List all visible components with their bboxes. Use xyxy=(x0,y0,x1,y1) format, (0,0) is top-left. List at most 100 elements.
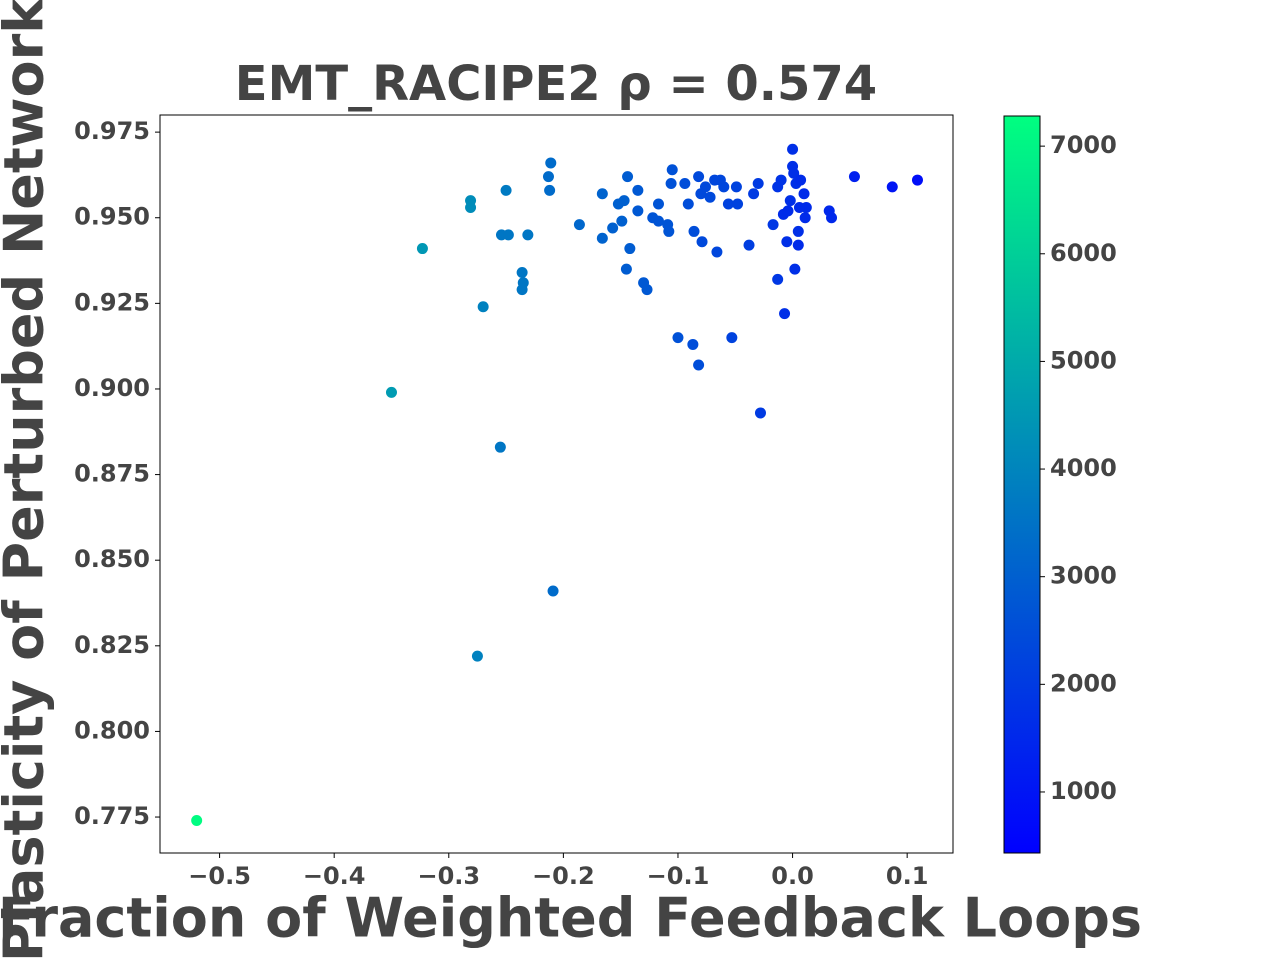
colorbar-tick-label: 4000 xyxy=(1050,454,1117,482)
y-tick-label: 0.800 xyxy=(74,716,150,744)
scatter-point xyxy=(911,174,923,186)
x-tick-label: −0.3 xyxy=(417,862,480,890)
scatter-point xyxy=(632,184,644,196)
scatter-point xyxy=(798,188,810,200)
y-tick-label: 0.850 xyxy=(74,545,150,573)
scatter-point xyxy=(799,212,811,224)
scatter-point xyxy=(522,229,534,241)
scatter-point xyxy=(779,308,791,320)
scatter-point xyxy=(696,236,708,248)
scatter-point xyxy=(672,332,684,344)
x-tick-label: −0.2 xyxy=(532,862,595,890)
x-tick-label: 0.1 xyxy=(886,862,929,890)
scatter-point xyxy=(848,171,860,183)
scatter-point xyxy=(616,215,628,227)
scatter-point xyxy=(618,195,630,207)
scatter-point xyxy=(767,219,779,231)
scatter-point xyxy=(792,239,804,251)
scatter-point xyxy=(596,188,608,200)
scatter-point xyxy=(795,174,807,186)
scatter-point xyxy=(544,184,556,196)
scatter-point xyxy=(718,181,730,193)
scatter-point xyxy=(754,407,766,419)
scatter-point xyxy=(516,284,528,296)
scatter-point xyxy=(687,338,699,350)
scatter-point xyxy=(502,229,514,241)
scatter-point xyxy=(663,225,675,237)
scatter-point xyxy=(732,198,744,210)
scatter-point xyxy=(886,181,898,193)
y-tick-label: 0.975 xyxy=(74,117,150,145)
x-axis-label: Fraction of Weighted Feedback Loops xyxy=(0,887,1142,950)
scatter-point xyxy=(494,441,506,453)
plot-frame xyxy=(159,114,954,854)
scatter-point xyxy=(465,201,477,213)
scatter-point xyxy=(416,243,428,255)
scatter-point xyxy=(793,201,805,213)
scatter-point xyxy=(781,236,793,248)
y-tick-label: 0.925 xyxy=(74,288,150,316)
y-tick-label: 0.825 xyxy=(74,631,150,659)
scatter-point xyxy=(688,225,700,237)
scatter-point xyxy=(682,198,694,210)
scatter-point xyxy=(191,814,203,826)
scatter-point xyxy=(607,222,619,234)
x-tick-label: 0.0 xyxy=(771,862,814,890)
scatter-point xyxy=(704,191,716,203)
scatter-point xyxy=(693,359,705,371)
scatter-point xyxy=(826,212,838,224)
scatter-point xyxy=(693,171,705,183)
colorbar-tick-label: 3000 xyxy=(1050,562,1117,590)
scatter-point xyxy=(666,164,678,176)
scatter-point xyxy=(726,332,738,344)
scatter-point xyxy=(547,585,559,597)
scatter-point xyxy=(652,198,664,210)
y-tick-label: 0.900 xyxy=(74,374,150,402)
scatter-point xyxy=(620,263,632,275)
scatter-point xyxy=(789,263,801,275)
scatter-point xyxy=(596,232,608,244)
x-tick-label: −0.1 xyxy=(647,862,710,890)
colorbar-tick-label: 2000 xyxy=(1050,669,1117,697)
scatter-point xyxy=(545,157,557,169)
colorbar xyxy=(1003,115,1041,854)
scatter-point xyxy=(471,650,483,662)
y-tick-label: 0.950 xyxy=(74,203,150,231)
scatter-point xyxy=(748,188,760,200)
scatter-point xyxy=(792,225,804,237)
scatter-point xyxy=(722,198,734,210)
scatter-point xyxy=(477,301,489,313)
chart-title: EMT_RACIPE2 ρ = 0.574 xyxy=(235,56,877,112)
colorbar-tick-label: 7000 xyxy=(1050,131,1117,159)
scatter-point xyxy=(632,205,644,217)
scatter-point xyxy=(624,243,636,255)
colorbar-tick-label: 6000 xyxy=(1050,239,1117,267)
scatter-point xyxy=(542,171,554,183)
scatter-point xyxy=(787,143,799,155)
x-tick-label: −0.5 xyxy=(188,862,251,890)
scatter-point xyxy=(784,195,796,207)
y-tick-label: 0.875 xyxy=(74,460,150,488)
scatter-point xyxy=(752,177,764,189)
scatter-point xyxy=(775,174,787,186)
scatter-point xyxy=(772,273,784,285)
scatter-point xyxy=(699,181,711,193)
scatter-point xyxy=(573,219,585,231)
colorbar-tick-label: 5000 xyxy=(1050,346,1117,374)
scatter-point xyxy=(665,177,677,189)
scatter-point xyxy=(622,171,634,183)
scatter-point xyxy=(652,215,664,227)
colorbar-tick-label: 1000 xyxy=(1050,777,1117,805)
scatter-point xyxy=(782,205,794,217)
scatter-point xyxy=(730,181,742,193)
y-tick-label: 0.775 xyxy=(74,802,150,830)
y-axis-label: Plasticity of Perturbed Network xyxy=(0,0,56,960)
scatter-point xyxy=(500,184,512,196)
x-tick-label: −0.4 xyxy=(303,862,366,890)
scatter-point xyxy=(679,177,691,189)
scatter-point xyxy=(516,267,528,279)
scatter-point xyxy=(385,386,397,398)
scatter-point xyxy=(641,284,653,296)
